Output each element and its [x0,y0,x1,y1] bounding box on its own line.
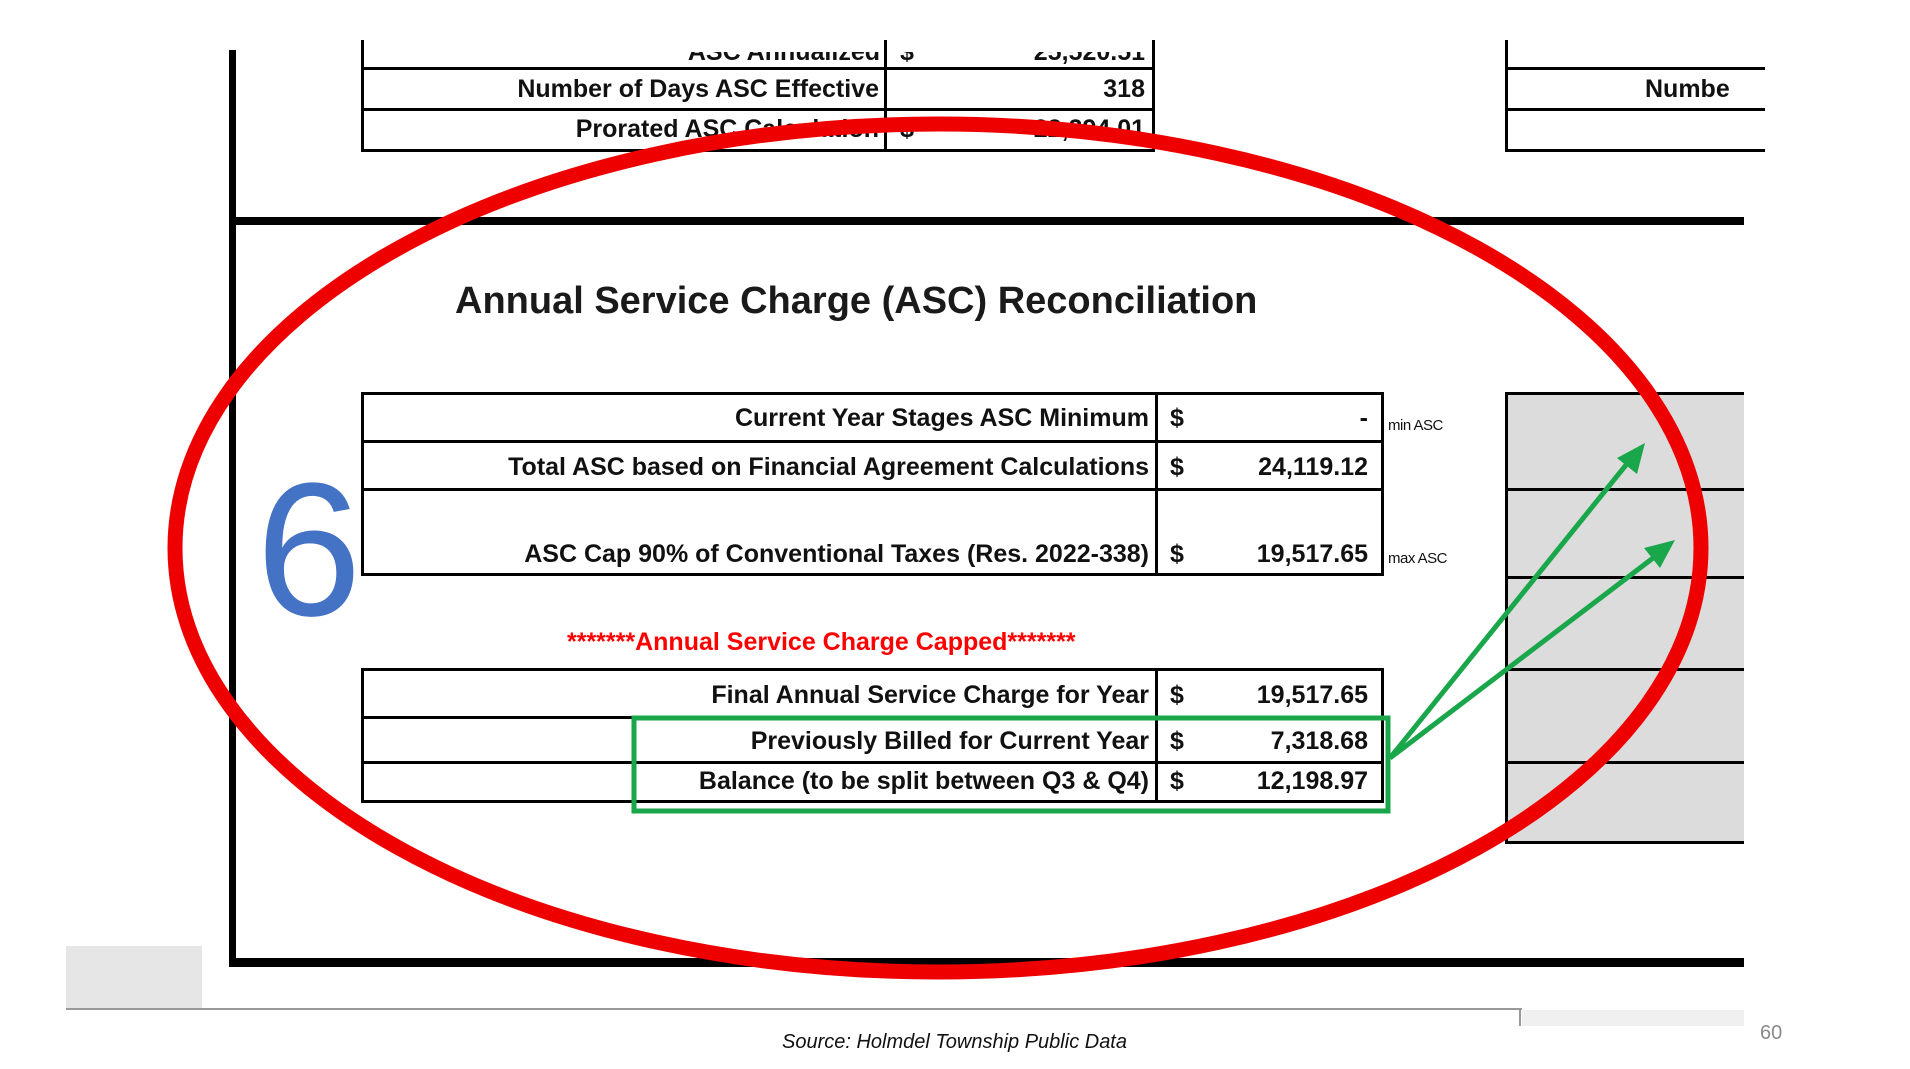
capped-banner: *******Annual Service Charge Capped*****… [567,628,1076,656]
final-row-1-label: Previously Billed for Current Year [750,727,1149,755]
bottom-baseline-tick [1519,1008,1521,1026]
bottom-right-grey-strip [1522,1010,1744,1026]
final-row-0-label: Final Annual Service Charge for Year [711,681,1149,709]
grey-panel-line-4 [1505,761,1744,764]
final-row-2-value-cell [1155,761,1384,803]
top-row-1-label: Number of Days ASC Effective [517,75,879,103]
green-highlight-box [631,715,1391,814]
recon-row-1-label: Total ASC based on Financial Agreement C… [508,453,1149,481]
recon-row-2-currency: $ [1170,540,1184,568]
top-row-0-value: 25,520.51 [1033,38,1145,66]
grey-panel-line-3 [1505,668,1744,671]
section-title: Annual Service Charge (ASC) Reconciliati… [455,280,1258,322]
recon-row-0-value: - [1359,404,1368,432]
step-number: 6 [256,444,362,656]
recon-row-1-currency: $ [1170,453,1184,481]
recon-row-2-note: max ASC [1388,550,1448,567]
green-arrow-2-shaft [1388,553,1659,760]
recon-row-0-currency: $ [1170,404,1184,432]
final-row-2-currency: $ [1170,767,1184,795]
green-arrow-1-head [1617,443,1645,474]
grey-panel-line-1 [1505,488,1744,491]
top-row-0-label: ASC Annualized [687,38,880,66]
final-row-2-label: Balance (to be split between Q3 & Q4) [698,767,1149,795]
top-row-0-currency: $ [900,38,914,66]
final-row-0-currency: $ [1170,681,1184,709]
recon-row-0-note: min ASC [1388,417,1443,434]
final-row-2-value: 12,198.97 [1256,767,1368,795]
top-right-cell-2 [1505,108,1765,152]
green-arrow-2-head [1644,540,1675,568]
recon-row-2-value: 19,517.65 [1256,540,1368,568]
frame-section-divider [229,217,1744,225]
top-right-partial-label: Numbe [1645,75,1730,103]
final-row-0-value: 19,517.65 [1256,681,1368,709]
frame-bottom-border [229,958,1744,967]
green-arrow-1-shaft [1388,458,1632,760]
final-row-1-currency: $ [1170,727,1184,755]
final-row-1-value: 7,318.68 [1270,727,1368,755]
frame-left-border [229,50,236,965]
top-row-1-value: 318 [1103,75,1145,103]
red-ellipse-annotation [167,116,1709,980]
recon-row-0-label: Current Year Stages ASC Minimum [734,404,1149,432]
lower-left-grey-block [66,946,202,1008]
recon-row-2-label: ASC Cap 90% of Conventional Taxes (Res. … [524,540,1149,568]
recon-row-2-value-cell [1155,488,1384,576]
source-caption: Source: Holmdel Township Public Data [782,1031,1127,1053]
recon-row-1-value: 24,119.12 [1258,453,1368,481]
bottom-baseline [66,1008,1522,1010]
page-number: 60 [1760,1022,1783,1044]
